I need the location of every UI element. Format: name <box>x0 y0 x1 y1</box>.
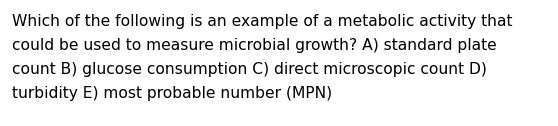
Text: turbidity E) most probable number (MPN): turbidity E) most probable number (MPN) <box>12 86 332 101</box>
Text: Which of the following is an example of a metabolic activity that: Which of the following is an example of … <box>12 14 512 29</box>
Text: count B) glucose consumption C) direct microscopic count D): count B) glucose consumption C) direct m… <box>12 62 487 77</box>
Text: could be used to measure microbial growth? A) standard plate: could be used to measure microbial growt… <box>12 38 497 53</box>
